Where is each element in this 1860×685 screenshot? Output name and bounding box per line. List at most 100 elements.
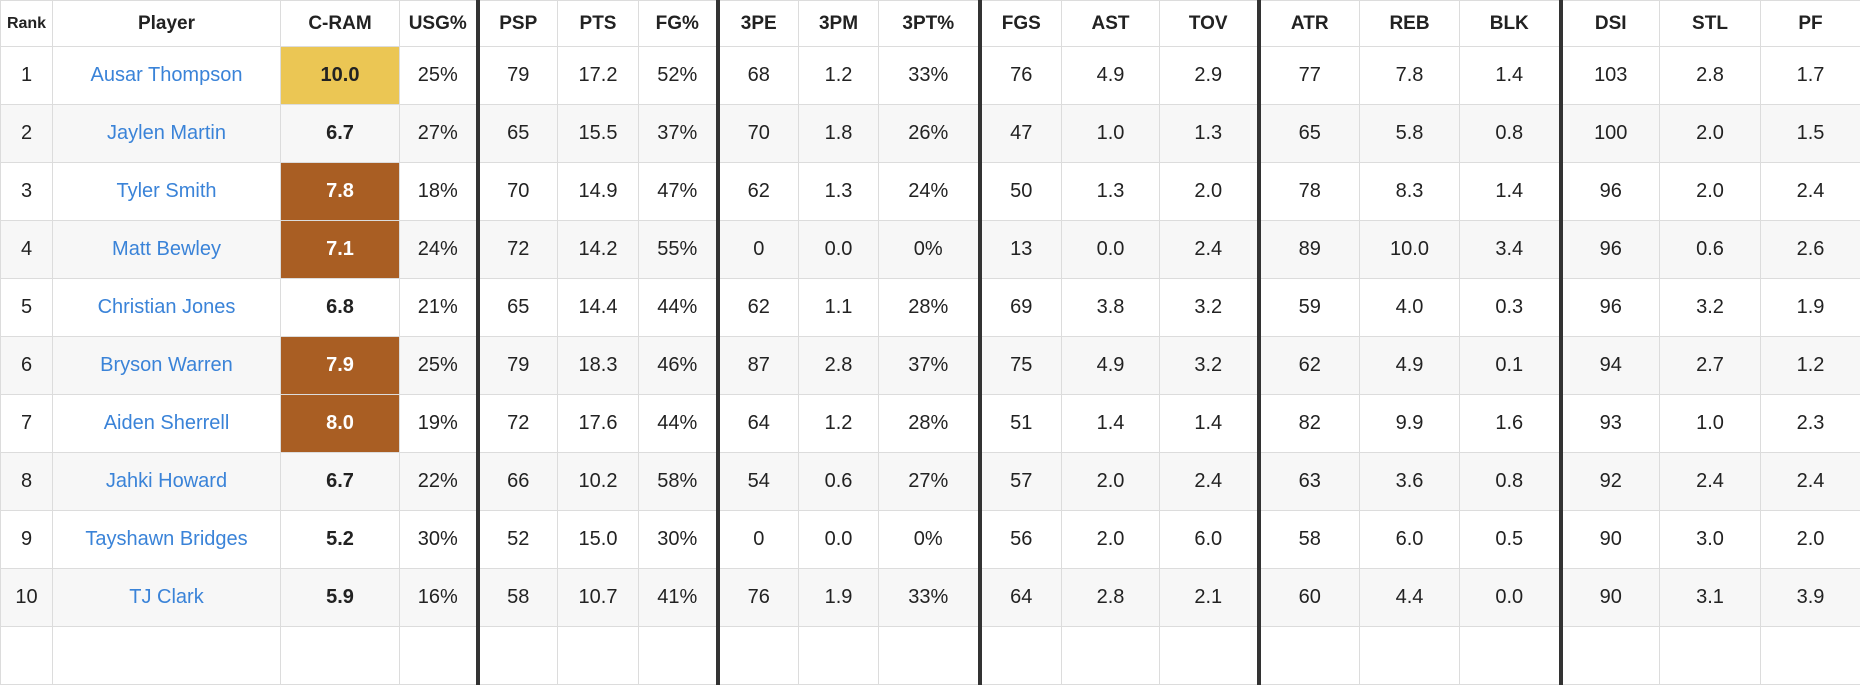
player-link[interactable]: Aiden Sherrell xyxy=(104,412,230,434)
cell-ast: 2.0 xyxy=(1062,453,1160,511)
player-link[interactable]: Jaylen Martin xyxy=(107,122,226,144)
column-header-rank[interactable]: Rank xyxy=(1,1,53,47)
player-link[interactable]: Ausar Thompson xyxy=(91,64,243,86)
cell-stl: 3.2 xyxy=(1660,279,1761,337)
cell-fg-pct xyxy=(639,627,718,685)
cell-c-ram: 5.2 xyxy=(281,511,400,569)
cell-c-ram: 6.7 xyxy=(281,453,400,511)
player-link[interactable]: Tyler Smith xyxy=(116,180,216,202)
cell-rank: 3 xyxy=(1,163,53,221)
cell-stl: 2.7 xyxy=(1660,337,1761,395)
cell-psp: 65 xyxy=(478,105,558,163)
cell-atr: 77 xyxy=(1259,47,1360,105)
column-header-atr[interactable]: ATR xyxy=(1259,1,1360,47)
cell-fgs: 56 xyxy=(980,511,1062,569)
cell-psp: 52 xyxy=(478,511,558,569)
column-header-reb[interactable]: REB xyxy=(1360,1,1460,47)
cell-psp: 72 xyxy=(478,395,558,453)
cell-3pt-pct: 33% xyxy=(879,569,980,627)
cell-atr: 63 xyxy=(1259,453,1360,511)
cell-fgs xyxy=(980,627,1062,685)
cell-dsi: 96 xyxy=(1561,221,1660,279)
player-link[interactable]: TJ Clark xyxy=(129,586,203,608)
cell-3pm: 0.0 xyxy=(799,221,879,279)
column-header-blk[interactable]: BLK xyxy=(1460,1,1561,47)
column-header-psp[interactable]: PSP xyxy=(478,1,558,47)
cell-3pt-pct: 28% xyxy=(879,395,980,453)
cell-atr: 59 xyxy=(1259,279,1360,337)
cell-usg-pct: 27% xyxy=(400,105,478,163)
column-header-usg-pct[interactable]: USG% xyxy=(400,1,478,47)
cell-fgs: 76 xyxy=(980,47,1062,105)
column-header-fg-pct[interactable]: FG% xyxy=(639,1,718,47)
cell-tov: 2.0 xyxy=(1160,163,1259,221)
player-link[interactable]: Jahki Howard xyxy=(106,470,227,492)
cell-stl: 3.0 xyxy=(1660,511,1761,569)
cell-psp xyxy=(478,627,558,685)
cell-pts: 14.4 xyxy=(558,279,639,337)
column-header-3pm[interactable]: 3PM xyxy=(799,1,879,47)
cell-ast: 4.9 xyxy=(1062,47,1160,105)
player-cell: Christian Jones xyxy=(53,279,281,337)
cell-dsi: 103 xyxy=(1561,47,1660,105)
cell-usg-pct: 16% xyxy=(400,569,478,627)
cell-3pm xyxy=(799,627,879,685)
cell-blk: 0.5 xyxy=(1460,511,1561,569)
cell-tov: 2.4 xyxy=(1160,221,1259,279)
cell-stl: 2.0 xyxy=(1660,163,1761,221)
column-header-c-ram[interactable]: C-RAM xyxy=(281,1,400,47)
cell-ast: 1.4 xyxy=(1062,395,1160,453)
cell-usg-pct: 30% xyxy=(400,511,478,569)
cell-stl: 2.0 xyxy=(1660,105,1761,163)
column-header-player[interactable]: Player xyxy=(53,1,281,47)
player-cell: Tyler Smith xyxy=(53,163,281,221)
player-link[interactable]: Tayshawn Bridges xyxy=(85,528,247,550)
column-header-3pt-pct[interactable]: 3PT% xyxy=(879,1,980,47)
column-header-3pe[interactable]: 3PE xyxy=(718,1,799,47)
column-header-pf[interactable]: PF xyxy=(1761,1,1860,47)
cell-usg-pct: 22% xyxy=(400,453,478,511)
cell-psp: 58 xyxy=(478,569,558,627)
cell-fg-pct: 58% xyxy=(639,453,718,511)
cell-atr: 78 xyxy=(1259,163,1360,221)
cell-blk: 0.0 xyxy=(1460,569,1561,627)
player-link[interactable]: Christian Jones xyxy=(98,296,236,318)
player-cell: Aiden Sherrell xyxy=(53,395,281,453)
cell-c-ram: 7.9 xyxy=(281,337,400,395)
column-header-stl[interactable]: STL xyxy=(1660,1,1761,47)
column-header-fgs[interactable]: FGS xyxy=(980,1,1062,47)
cell-c-ram: 7.1 xyxy=(281,221,400,279)
cell-rank: 5 xyxy=(1,279,53,337)
cell-pts: 18.3 xyxy=(558,337,639,395)
cell-blk: 0.8 xyxy=(1460,105,1561,163)
column-header-ast[interactable]: AST xyxy=(1062,1,1160,47)
cell-fg-pct: 46% xyxy=(639,337,718,395)
cell-blk: 1.4 xyxy=(1460,47,1561,105)
column-header-pts[interactable]: PTS xyxy=(558,1,639,47)
cell-blk: 1.6 xyxy=(1460,395,1561,453)
cell-pf: 3.9 xyxy=(1761,569,1860,627)
cell-rank xyxy=(1,627,53,685)
column-header-dsi[interactable]: DSI xyxy=(1561,1,1660,47)
cell-3pt-pct: 24% xyxy=(879,163,980,221)
player-cell: Bryson Warren xyxy=(53,337,281,395)
player-link[interactable]: Matt Bewley xyxy=(112,238,221,260)
player-link[interactable]: Bryson Warren xyxy=(100,354,233,376)
cell-atr xyxy=(1259,627,1360,685)
cell-3pt-pct: 26% xyxy=(879,105,980,163)
cell-tov: 2.4 xyxy=(1160,453,1259,511)
column-header-tov[interactable]: TOV xyxy=(1160,1,1259,47)
cell-tov: 6.0 xyxy=(1160,511,1259,569)
cell-pf: 2.3 xyxy=(1761,395,1860,453)
cell-fgs: 57 xyxy=(980,453,1062,511)
cell-reb: 10.0 xyxy=(1360,221,1460,279)
cell-dsi: 90 xyxy=(1561,511,1660,569)
cell-usg-pct xyxy=(400,627,478,685)
cell-pts: 10.7 xyxy=(558,569,639,627)
cell-fgs: 69 xyxy=(980,279,1062,337)
